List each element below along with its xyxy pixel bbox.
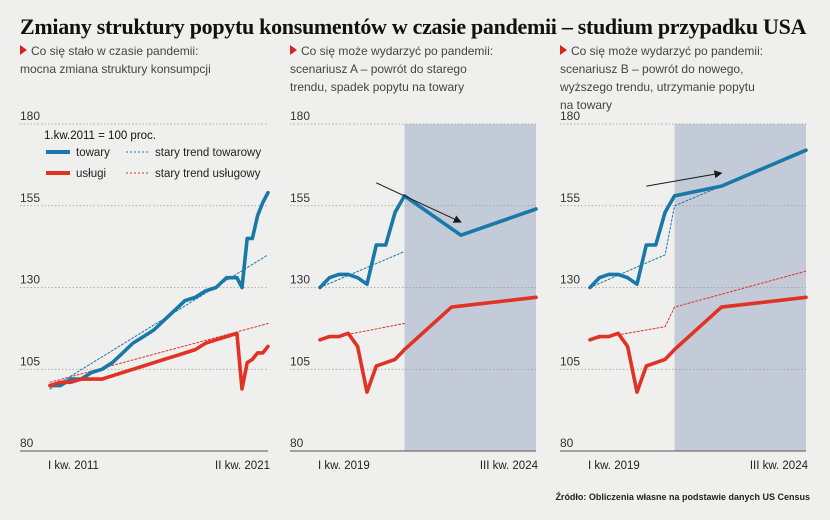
chart-panel-3: 80 105 130 155 180 I kw. 2019 III kw. 2024 bbox=[560, 109, 809, 472]
series-line-usługi bbox=[318, 295, 538, 394]
y-tick-label: 105 bbox=[20, 354, 40, 368]
panel-2-desc-line-1: Co się może wydarzyć po pandemii: bbox=[301, 44, 494, 58]
y-tick-label: 180 bbox=[560, 109, 580, 123]
y-tick-label: 130 bbox=[290, 273, 310, 287]
x-tick-label: I kw. 2011 bbox=[48, 460, 99, 472]
y-tick-label: 130 bbox=[560, 273, 580, 287]
chart-panel-1: 80 105 130 155 180 I kw. 2011 II kw. 2021 1.kw.… bbox=[20, 109, 270, 472]
chart-panel-2: 80 105 130 155 180 I kw. 2019 III kw. 2024 bbox=[290, 109, 539, 472]
triangle-icon bbox=[20, 45, 27, 55]
x-tick-label: I kw. 2019 bbox=[588, 460, 640, 472]
legend-label: usługi bbox=[76, 168, 106, 180]
panel-1-desc-line-1: Co się stało w czasie pandemii: bbox=[31, 44, 199, 58]
series-line-stary-trend-towarowy bbox=[49, 254, 269, 390]
x-tick-label: I kw. 2019 bbox=[318, 460, 370, 472]
triangle-icon bbox=[560, 45, 567, 55]
x-tick-label: III kw. 2024 bbox=[480, 460, 539, 472]
series-line-towary bbox=[48, 190, 270, 388]
y-tick-label: 130 bbox=[20, 273, 40, 287]
index-note: 1.kw.2011 = 100 proc. bbox=[44, 130, 156, 142]
annotation-arrow bbox=[376, 182, 462, 223]
chart-title: Zmiany struktury popytu konsumentów w cz… bbox=[20, 14, 807, 39]
panel-2-desc-line-2: scenariusz A – powrót do starego bbox=[290, 62, 467, 76]
x-tick-label: III kw. 2024 bbox=[750, 460, 809, 472]
source-note: Źródło: Obliczenia własne na podstawie d… bbox=[555, 492, 810, 502]
series-line-stary-trend-towarowy bbox=[589, 185, 722, 288]
y-tick-label: 155 bbox=[290, 191, 310, 205]
x-tick-label: II kw. 2021 bbox=[215, 460, 270, 472]
y-tick-label: 105 bbox=[560, 354, 580, 368]
panel-3-description: Co się może wydarzyć po pandemii: scenar… bbox=[560, 42, 810, 114]
legend-label: stary trend usługowy bbox=[155, 168, 261, 180]
legend-label: stary trend towarowy bbox=[155, 147, 261, 159]
panel-3-desc-line-4: na towary bbox=[560, 98, 613, 112]
panel-3-desc-line-2: scenariusz B – powrót do nowego, bbox=[560, 62, 744, 76]
series-line-stary-trend-towarowy bbox=[319, 251, 405, 288]
y-tick-label: 180 bbox=[290, 109, 310, 123]
annotation-arrow bbox=[646, 170, 723, 187]
y-tick-label: 155 bbox=[560, 191, 580, 205]
triangle-icon bbox=[290, 45, 297, 55]
panel-2-desc-line-3: trendu, spadek popytu na towary bbox=[290, 80, 465, 94]
legend: towary usługi stary trend towarowy stary tr… bbox=[46, 147, 261, 180]
panel-2-description: Co się może wydarzyć po pandemii: scenar… bbox=[290, 42, 540, 96]
series-line-towary bbox=[588, 148, 808, 290]
panel-3-desc-line-1: Co się może wydarzyć po pandemii: bbox=[571, 44, 764, 58]
y-tick-label: 180 bbox=[20, 109, 40, 123]
panel-1-desc-line-2: mocna zmiana struktury konsumpcji bbox=[20, 62, 211, 76]
y-tick-label: 155 bbox=[20, 191, 40, 205]
series-line-towary bbox=[318, 194, 538, 290]
series-line-stary-trend-usługowy bbox=[589, 270, 807, 341]
y-tick-label: 80 bbox=[560, 436, 574, 450]
y-tick-label: 105 bbox=[290, 354, 310, 368]
legend-label: towary bbox=[76, 147, 110, 159]
series-line-usługi bbox=[48, 331, 270, 391]
panel-1-description: Co się stało w czasie pandemii: mocna zm… bbox=[20, 42, 270, 78]
y-tick-label: 80 bbox=[290, 436, 304, 450]
y-tick-label: 80 bbox=[20, 436, 34, 450]
series-line-usługi bbox=[588, 295, 808, 394]
panel-3-desc-line-3: wyższego trendu, utrzymanie popytu bbox=[560, 80, 755, 94]
